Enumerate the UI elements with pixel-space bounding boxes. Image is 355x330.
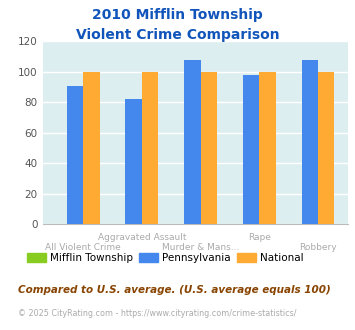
Bar <box>301 59 318 224</box>
Text: All Violent Crime: All Violent Crime <box>45 243 121 251</box>
Legend: Mifflin Township, Pennsylvania, National: Mifflin Township, Pennsylvania, National <box>23 249 308 267</box>
Bar <box>67 85 83 224</box>
Text: Violent Crime Comparison: Violent Crime Comparison <box>76 28 279 42</box>
Text: Compared to U.S. average. (U.S. average equals 100): Compared to U.S. average. (U.S. average … <box>18 285 331 295</box>
Bar <box>142 72 158 224</box>
Bar <box>83 72 99 224</box>
Text: Rape: Rape <box>248 233 271 242</box>
Text: Murder & Mans...: Murder & Mans... <box>162 243 239 251</box>
Bar <box>184 59 201 224</box>
Text: Aggravated Assault: Aggravated Assault <box>98 233 186 242</box>
Text: © 2025 CityRating.com - https://www.cityrating.com/crime-statistics/: © 2025 CityRating.com - https://www.city… <box>18 309 296 317</box>
Bar <box>125 99 142 224</box>
Text: 2010 Mifflin Township: 2010 Mifflin Township <box>92 8 263 22</box>
Text: Robbery: Robbery <box>299 243 337 251</box>
Bar <box>243 75 259 224</box>
Bar <box>201 72 217 224</box>
Bar <box>318 72 334 224</box>
Bar <box>259 72 276 224</box>
